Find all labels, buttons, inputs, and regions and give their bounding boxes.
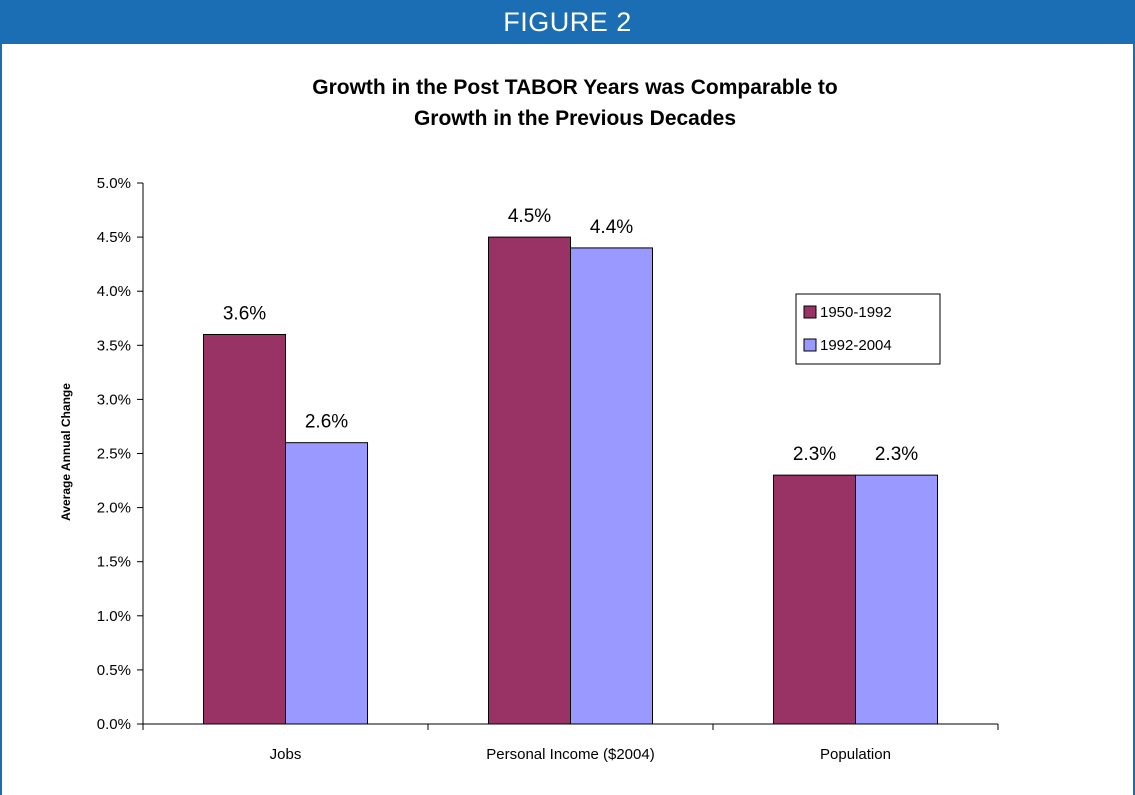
bar-1-series-2 [285,442,368,725]
y-tick-label: 2.0% [97,500,131,517]
data-label-3-series-1: 2.3% [793,444,836,465]
legend-label-1: 1950-1992 [820,304,892,321]
figure-label: FIGURE 2 [0,0,1135,44]
y-tick-label: 0.5% [97,662,131,679]
y-tick-label: 2.5% [97,446,131,463]
legend: 1950-1992 1992-2004 [795,293,941,365]
y-tick-label: 3.0% [97,391,131,408]
legend-swatch-2 [803,338,817,352]
y-axis-label: Average Annual Change [59,383,73,521]
x-tick-label: Jobs [270,746,302,763]
bar-3-series-2 [855,474,938,725]
legend-label-2: 1992-2004 [820,337,892,354]
legend-box [795,293,941,365]
data-label-1-series-2: 2.6% [305,412,348,433]
legend-swatch-1 [803,305,817,319]
x-tick-label: Population [820,746,891,763]
y-tick-label: 4.5% [97,229,131,246]
bar-1-series-1 [203,333,286,725]
bar-2-series-2 [570,247,653,725]
chart-title-line-2: Growth in the Previous Decades [414,107,736,130]
data-label-2-series-2: 4.4% [590,217,633,238]
y-tick-label: 4.0% [97,283,131,300]
data-label-2-series-1: 4.5% [508,206,551,227]
x-tick-label: Personal Income ($2004) [486,746,654,763]
y-tick-label: 3.5% [97,337,131,354]
data-label-1-series-1: 3.6% [223,303,266,324]
y-tick-label: 1.5% [97,554,131,571]
y-tick-label: 1.0% [97,608,131,625]
y-tick-label: 0.0% [97,716,131,733]
axes-group: 0.0% 0.5% 1.0% 1.5% 2.0% 2.5% 3.0% 3.5% 4.0% 4.5%… [97,175,999,763]
data-label-3-series-2: 2.3% [875,444,918,465]
bar-2-series-1 [488,236,571,725]
bar-series-group: 3.6% 2.6% 4.5% 4.4% 2.3% 2.3% [203,206,938,725]
bar-3-series-1 [773,474,856,725]
y-tick-label: 5.0% [97,175,131,192]
chart-title-line-1: Growth in the Post TABOR Years was Compa… [312,76,838,99]
